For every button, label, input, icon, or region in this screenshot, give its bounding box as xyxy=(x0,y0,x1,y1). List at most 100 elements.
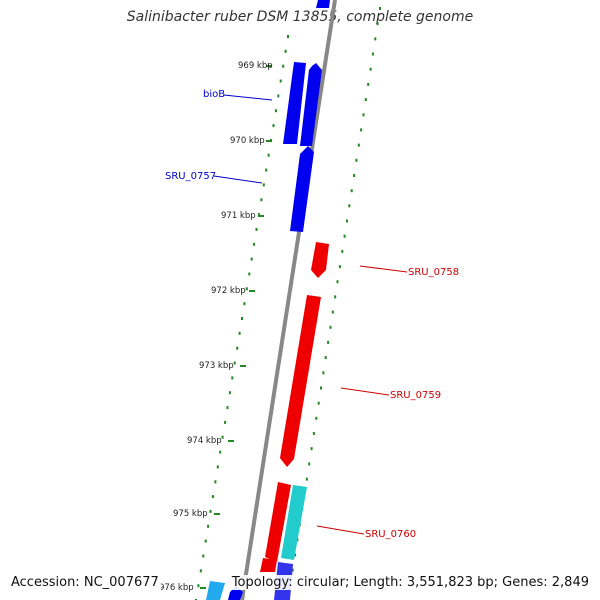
tick-label-972: 972 kbp xyxy=(211,286,246,296)
guide-dot xyxy=(262,183,265,187)
topology-value: circular xyxy=(296,575,345,590)
guide-dot xyxy=(219,450,222,454)
guide-dot xyxy=(228,391,231,395)
guide-dot xyxy=(334,295,337,299)
guide-dot xyxy=(231,376,234,380)
tick-label-974: 974 kbp xyxy=(187,436,222,446)
guide-dot xyxy=(274,109,277,113)
tick-label-975: 975 kbp xyxy=(173,509,208,519)
tick-label-970: 970 kbp xyxy=(230,136,265,146)
guide-dot xyxy=(329,325,332,329)
guide-dot xyxy=(374,37,377,41)
tick-label-969: 969 kbp xyxy=(238,61,273,71)
guide-dot xyxy=(277,94,280,98)
guide-dot xyxy=(250,257,253,261)
guide-dot xyxy=(353,174,356,177)
gene-SRU_0759[interactable] xyxy=(280,295,321,467)
gene-red-lower[interactable] xyxy=(265,482,291,562)
guide-dot xyxy=(207,524,210,528)
guide-dot xyxy=(282,64,285,68)
gene-SRU_0758[interactable] xyxy=(311,242,329,278)
accession-label: Accession: xyxy=(11,575,80,590)
guide-dot xyxy=(362,113,365,117)
guide-dot xyxy=(272,124,275,128)
guide-dot xyxy=(291,568,294,572)
guide-dot xyxy=(248,272,251,276)
guide-dot xyxy=(367,82,370,86)
guide-dot xyxy=(369,67,372,71)
guide-dot xyxy=(238,331,241,335)
guide-dot xyxy=(312,432,315,435)
guide-dot xyxy=(320,386,322,390)
guide-dot xyxy=(376,22,379,26)
guide-dot xyxy=(317,401,320,405)
guide-dot xyxy=(315,416,318,420)
gene-SRU_0760[interactable] xyxy=(281,485,307,560)
guide-dot xyxy=(284,49,287,53)
guide-dot xyxy=(324,356,327,360)
genes-label: Genes: xyxy=(502,575,548,590)
length-value: 3,551,823 bp xyxy=(406,575,494,590)
tick-label-973: 973 kbp xyxy=(199,361,234,371)
gene-bioB-a[interactable] xyxy=(283,62,306,144)
guide-dot xyxy=(379,7,381,10)
guide-dot xyxy=(355,158,358,162)
guide-dot xyxy=(257,213,260,217)
guide-dot xyxy=(322,371,325,375)
leader-SRU_0758 xyxy=(359,265,408,273)
guide-dot xyxy=(255,227,258,231)
guide-dot xyxy=(310,447,313,451)
guide-dot xyxy=(260,198,263,202)
guide-dot xyxy=(209,509,212,513)
guide-dot xyxy=(204,539,207,543)
guide-dot xyxy=(287,35,289,38)
guide-dot xyxy=(211,495,214,499)
gene-top-fragment[interactable] xyxy=(316,0,330,8)
topology-label: Topology: xyxy=(231,575,293,590)
leader-SRU_0760 xyxy=(316,525,365,535)
leader-SRU_0757 xyxy=(213,175,263,184)
tick-label-976: 976 kbp xyxy=(159,583,194,593)
label-SRU_0759[interactable]: SRU_0759 xyxy=(390,390,441,401)
guide-dot xyxy=(279,79,282,83)
guide-dot xyxy=(336,280,339,284)
label-bioB[interactable]: bioB xyxy=(203,89,225,100)
accession-info: Accession: NC_007677 xyxy=(9,575,161,590)
gene-light-blue[interactable] xyxy=(206,581,225,600)
guide-dot xyxy=(245,287,248,291)
guide-dot xyxy=(236,346,239,350)
inner-guide-ring xyxy=(195,35,289,600)
leader-bioB xyxy=(223,94,273,101)
length-label: Length: xyxy=(353,575,403,590)
genome-backbone xyxy=(240,0,337,600)
guide-dot xyxy=(327,340,330,344)
leader-SRU_0759 xyxy=(340,387,390,396)
guide-dot xyxy=(371,52,374,56)
guide-dot xyxy=(224,420,227,424)
guide-dot xyxy=(243,302,246,306)
guide-dot xyxy=(346,219,348,223)
guide-dot xyxy=(267,153,270,157)
label-SRU_0758[interactable]: SRU_0758 xyxy=(408,267,459,278)
label-SRU_0757[interactable]: SRU_0757 xyxy=(165,171,216,182)
guide-dot xyxy=(331,310,334,314)
gene-red-small[interactable] xyxy=(260,558,277,572)
label-SRU_0760[interactable]: SRU_0760 xyxy=(365,529,416,540)
accession-value: NC_007677 xyxy=(83,575,159,590)
gene-bioB[interactable] xyxy=(300,63,322,146)
guide-dot xyxy=(350,189,353,193)
gene-SRU_0757[interactable] xyxy=(290,146,314,232)
scale-ticks: 969 kbp 970 kbp 971 kbp 972 kbp 973 kbp … xyxy=(159,61,273,593)
guide-dot xyxy=(305,477,308,481)
guide-dot xyxy=(348,204,351,208)
genes-value: 2,849 xyxy=(551,575,589,590)
guide-dot xyxy=(197,584,200,588)
guide-dot xyxy=(308,462,311,466)
guide-dot xyxy=(294,553,297,557)
guide-dot xyxy=(233,361,236,365)
guide-dot xyxy=(343,234,346,238)
guide-dot xyxy=(341,249,344,253)
guide-dot xyxy=(360,128,363,132)
guide-dot xyxy=(202,554,205,558)
guide-dot xyxy=(253,242,256,246)
